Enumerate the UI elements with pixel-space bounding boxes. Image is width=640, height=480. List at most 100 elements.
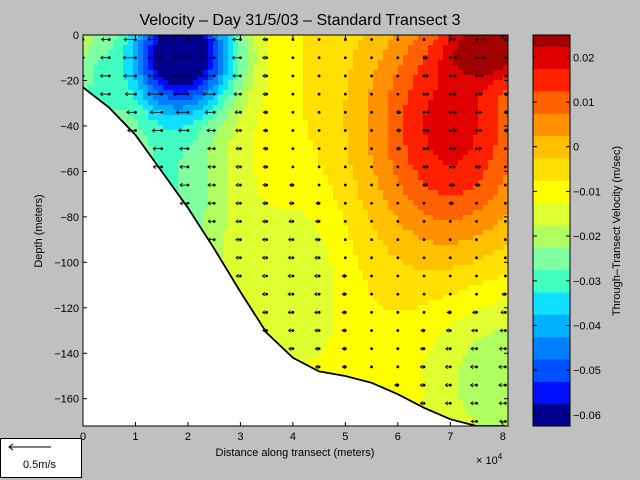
velocity-arrow <box>291 74 295 78</box>
velocity-arrow <box>261 55 269 60</box>
velocity-arrow <box>235 201 242 206</box>
velocity-arrow <box>262 164 269 169</box>
y-tick-label: 0 <box>73 30 79 42</box>
velocity-arrow <box>262 73 269 79</box>
x-tick-label: 2 <box>185 431 191 443</box>
velocity-arrow <box>199 55 216 60</box>
velocity-arrow <box>147 55 164 60</box>
velocity-arrow <box>422 201 426 205</box>
velocity-arrow <box>234 110 242 115</box>
colorbar-tick-label: −0.03 <box>573 276 601 288</box>
velocity-arrow <box>235 237 242 242</box>
velocity-arrow <box>317 56 321 60</box>
velocity-arrow <box>207 182 216 188</box>
velocity-arrow <box>470 346 478 351</box>
velocity-arrow <box>124 91 137 97</box>
velocity-arrow <box>448 37 457 42</box>
velocity-arrow <box>341 346 347 351</box>
velocity-arrow <box>422 256 426 260</box>
velocity-arrow <box>448 110 457 115</box>
velocity-arrow <box>179 201 190 206</box>
velocity-arrow <box>261 292 269 297</box>
x-tick-label: 6 <box>395 431 401 443</box>
velocity-arrow <box>396 146 402 151</box>
velocity-arrow <box>262 201 269 206</box>
velocity-arrow <box>499 419 507 424</box>
velocity-arrow <box>444 401 452 406</box>
velocity-arrow <box>261 310 269 315</box>
x-tick-label: 8 <box>500 431 506 443</box>
colorbar-swatch <box>533 247 570 271</box>
velocity-arrow <box>422 128 430 133</box>
velocity-arrow <box>448 238 452 241</box>
velocity-arrow <box>317 38 321 41</box>
velocity-arrow <box>314 346 321 351</box>
velocity-arrow <box>420 328 426 333</box>
y-tick-label: −120 <box>54 303 79 315</box>
velocity-arrow <box>422 164 430 169</box>
velocity-arrow <box>503 56 508 60</box>
velocity-arrow <box>288 346 295 351</box>
colorbar-swatch <box>533 291 570 315</box>
velocity-arrow <box>503 274 507 278</box>
velocity-arrow <box>422 55 429 60</box>
velocity-arrow <box>207 201 216 206</box>
velocity-arrow <box>235 219 242 224</box>
colorbar-tick-label: −0.04 <box>573 320 601 332</box>
velocity-arrow <box>422 182 429 188</box>
velocity-arrow <box>291 38 295 41</box>
velocity-arrow <box>503 201 507 205</box>
velocity-arrow <box>503 220 507 223</box>
x-tick-label: 1 <box>132 431 138 443</box>
velocity-arrow <box>152 146 164 151</box>
velocity-arrow <box>317 183 321 187</box>
velocity-arrow <box>173 91 190 97</box>
velocity-arrow <box>207 164 216 169</box>
plot-frame <box>82 34 509 427</box>
velocity-arrow <box>343 38 347 41</box>
velocity-arrow <box>475 238 478 241</box>
velocity-arrow <box>152 164 164 169</box>
velocity-arrow <box>173 55 190 60</box>
velocity-arrow <box>475 164 482 169</box>
velocity-arrow <box>232 73 242 79</box>
colorbar-swatch <box>533 403 570 427</box>
velocity-arrow <box>262 128 269 133</box>
colorbar-swatch <box>533 113 570 137</box>
velocity-arrow <box>99 55 111 60</box>
x-axis-label: Distance along transect (meters) <box>216 447 375 459</box>
velocity-arrow <box>475 73 485 79</box>
velocity-arrow <box>396 56 400 60</box>
velocity-arrow <box>343 147 347 151</box>
colorbar-swatch <box>533 336 570 360</box>
velocity-arrow <box>288 182 295 188</box>
velocity-arrow <box>314 237 321 242</box>
velocity-arrow <box>317 165 321 169</box>
velocity-arrow <box>475 220 478 223</box>
velocity-arrow <box>469 364 478 370</box>
velocity-arrow <box>235 146 242 151</box>
colorbar-swatch <box>533 269 570 293</box>
velocity-arrow <box>448 146 457 151</box>
velocity-arrow <box>396 38 400 41</box>
y-tick-label: −80 <box>60 212 79 224</box>
x-tick-label: 7 <box>447 431 453 443</box>
velocity-arrow <box>396 183 400 187</box>
x-axis-exponent: × 104 <box>476 452 503 467</box>
velocity-arrow <box>100 37 111 42</box>
velocity-arrow <box>99 91 111 97</box>
velocity-arrow <box>503 238 507 241</box>
velocity-arrow <box>262 219 269 224</box>
velocity-arrow <box>448 128 457 133</box>
velocity-arrow <box>396 292 400 296</box>
colorbar-swatch <box>533 46 570 70</box>
velocity-arrow <box>470 401 478 406</box>
velocity-arrow <box>288 201 295 206</box>
colorbar-swatch <box>533 180 570 204</box>
velocity-arrow <box>207 237 216 242</box>
velocity-arrow <box>422 238 426 241</box>
velocity-arrow <box>341 273 347 279</box>
colorbar-ticks: −0.06 −0.05 −0.04 −0.03 −0.02 −0.01 0 0.01 0.02 <box>533 52 601 422</box>
colorbar-swatch <box>533 135 570 159</box>
colorbar-tick-label: −0.02 <box>573 231 601 243</box>
